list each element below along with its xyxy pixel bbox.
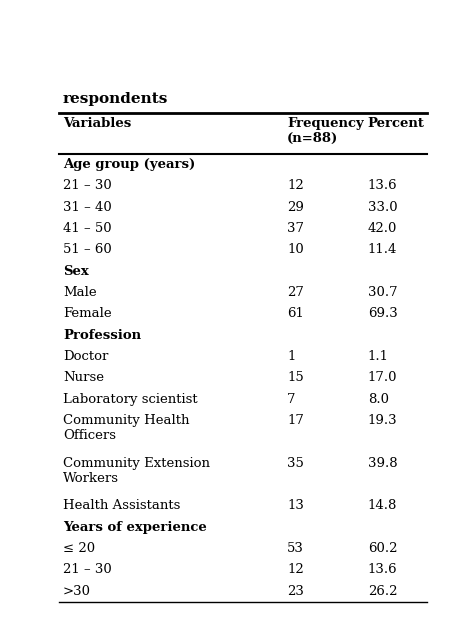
Text: 7: 7 xyxy=(287,393,295,406)
Text: ≤ 20: ≤ 20 xyxy=(63,542,95,555)
Text: 15: 15 xyxy=(287,372,304,384)
Text: 27: 27 xyxy=(287,286,304,299)
Text: 42.0: 42.0 xyxy=(368,222,397,235)
Text: 13: 13 xyxy=(287,499,304,512)
Text: Male: Male xyxy=(63,286,97,299)
Text: Frequency
(n=88): Frequency (n=88) xyxy=(287,117,364,145)
Text: 60.2: 60.2 xyxy=(368,542,397,555)
Text: 14.8: 14.8 xyxy=(368,499,397,512)
Text: 17: 17 xyxy=(287,414,304,427)
Text: 10: 10 xyxy=(287,243,304,256)
Text: 23: 23 xyxy=(287,585,304,598)
Text: Health Assistants: Health Assistants xyxy=(63,499,180,512)
Text: 13.6: 13.6 xyxy=(368,564,397,576)
Text: Profession: Profession xyxy=(63,328,141,342)
Text: 35: 35 xyxy=(287,457,304,469)
Text: Variables: Variables xyxy=(63,117,131,130)
Text: 13.6: 13.6 xyxy=(368,180,397,193)
Text: 61: 61 xyxy=(287,307,304,320)
Text: 11.4: 11.4 xyxy=(368,243,397,256)
Text: 8.0: 8.0 xyxy=(368,393,389,406)
Text: Percent: Percent xyxy=(368,117,425,130)
Text: 69.3: 69.3 xyxy=(368,307,398,320)
Text: 51 – 60: 51 – 60 xyxy=(63,243,112,256)
Text: 30.7: 30.7 xyxy=(368,286,397,299)
Text: Community Extension
Workers: Community Extension Workers xyxy=(63,457,210,485)
Text: 33.0: 33.0 xyxy=(368,201,397,214)
Text: 39.8: 39.8 xyxy=(368,457,397,469)
Text: 17.0: 17.0 xyxy=(368,372,397,384)
Text: 26.2: 26.2 xyxy=(368,585,397,598)
Text: >30: >30 xyxy=(63,585,91,598)
Text: 41 – 50: 41 – 50 xyxy=(63,222,111,235)
Text: 53: 53 xyxy=(287,542,304,555)
Text: Community Health
Officers: Community Health Officers xyxy=(63,414,190,442)
Text: Nurse: Nurse xyxy=(63,372,104,384)
Text: respondents: respondents xyxy=(63,92,168,106)
Text: 21 – 30: 21 – 30 xyxy=(63,564,112,576)
Text: Female: Female xyxy=(63,307,111,320)
Text: 12: 12 xyxy=(287,564,304,576)
Text: Age group (years): Age group (years) xyxy=(63,158,195,171)
Text: Sex: Sex xyxy=(63,265,89,278)
Text: 1.1: 1.1 xyxy=(368,350,389,363)
Text: 1: 1 xyxy=(287,350,295,363)
Text: 19.3: 19.3 xyxy=(368,414,397,427)
Text: Laboratory scientist: Laboratory scientist xyxy=(63,393,198,406)
Text: 31 – 40: 31 – 40 xyxy=(63,201,112,214)
Text: 29: 29 xyxy=(287,201,304,214)
Text: 37: 37 xyxy=(287,222,304,235)
Text: 21 – 30: 21 – 30 xyxy=(63,180,112,193)
Text: Years of experience: Years of experience xyxy=(63,520,207,534)
Text: Doctor: Doctor xyxy=(63,350,108,363)
Text: 12: 12 xyxy=(287,180,304,193)
